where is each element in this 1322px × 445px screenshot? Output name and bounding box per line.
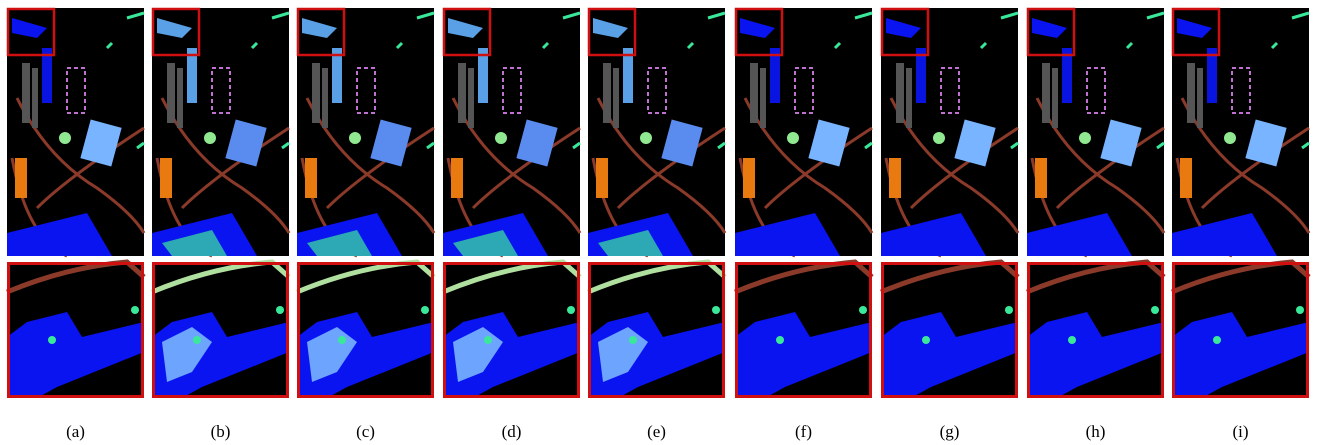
strip <box>906 68 912 128</box>
zoom-view <box>152 262 289 398</box>
tree <box>495 132 507 144</box>
tree <box>1224 132 1236 144</box>
panel-label: (g) <box>940 422 960 441</box>
strip <box>468 68 474 128</box>
strip <box>1197 68 1203 128</box>
zoom-tree <box>131 306 139 314</box>
roof <box>596 158 608 198</box>
tree <box>204 132 216 144</box>
zoom-tree <box>48 336 56 344</box>
strip <box>1187 63 1195 123</box>
zoom-tree <box>338 336 346 344</box>
roof <box>305 158 317 198</box>
roof <box>743 158 755 198</box>
tree <box>349 132 361 144</box>
strip <box>603 63 611 123</box>
zoom-view <box>1027 262 1164 398</box>
strip <box>167 63 175 123</box>
zoom-tree <box>1213 336 1221 344</box>
zoom-tree <box>1151 306 1159 314</box>
classification-map <box>7 8 144 256</box>
panel-label: (c) <box>356 422 375 441</box>
panel-label: (f) <box>795 422 812 441</box>
roof <box>160 158 172 198</box>
zoom-tree <box>712 306 720 314</box>
zoom-tree <box>859 306 867 314</box>
strip <box>32 68 38 128</box>
panel-label: (i) <box>1232 422 1248 441</box>
classification-map <box>443 8 580 256</box>
zoom-view <box>1172 262 1309 398</box>
panel-label: (b) <box>211 422 231 441</box>
strip <box>1052 68 1058 128</box>
roof <box>15 158 27 198</box>
zoom-tree <box>484 336 492 344</box>
zoom-view <box>297 262 434 398</box>
tree <box>640 132 652 144</box>
panel-label: (e) <box>647 422 666 441</box>
zoom-view <box>735 262 872 398</box>
roof <box>889 158 901 198</box>
zoom-tree <box>567 306 575 314</box>
strip <box>760 68 766 128</box>
roof <box>1180 158 1192 198</box>
classification-map <box>152 8 289 256</box>
zoom-tree <box>421 306 429 314</box>
zoom-tree <box>1296 306 1304 314</box>
zoom-view <box>7 262 144 398</box>
zoom-view <box>881 262 1018 398</box>
strip <box>312 63 320 123</box>
panel-label: (h) <box>1086 422 1106 441</box>
zoom-view <box>443 262 580 398</box>
zoom-tree <box>193 336 201 344</box>
strip <box>22 63 30 123</box>
roof <box>1035 158 1047 198</box>
roof <box>451 158 463 198</box>
tree <box>933 132 945 144</box>
strip <box>458 63 466 123</box>
zoom-tree <box>776 336 784 344</box>
tree <box>59 132 71 144</box>
strip <box>1042 63 1050 123</box>
zoom-tree <box>1005 306 1013 314</box>
classification-map <box>297 8 434 256</box>
classification-map <box>588 8 725 256</box>
panel-label: (d) <box>502 422 522 441</box>
zoom-tree <box>629 336 637 344</box>
zoom-tree <box>922 336 930 344</box>
classification-map <box>735 8 872 256</box>
zoom-tree <box>276 306 284 314</box>
strip <box>322 68 328 128</box>
panel-label: (a) <box>66 422 85 441</box>
tree <box>1079 132 1091 144</box>
tree <box>787 132 799 144</box>
strip <box>896 63 904 123</box>
strip <box>177 68 183 128</box>
figure: (a) (b) (c) (d) (e) (f) (g) (h) (i) <box>0 0 1322 445</box>
zoom-tree <box>1068 336 1076 344</box>
classification-map <box>881 8 1018 256</box>
classification-map <box>1027 8 1164 256</box>
strip <box>613 68 619 128</box>
strip <box>750 63 758 123</box>
classification-map <box>1172 8 1309 256</box>
zoom-view <box>588 262 725 398</box>
